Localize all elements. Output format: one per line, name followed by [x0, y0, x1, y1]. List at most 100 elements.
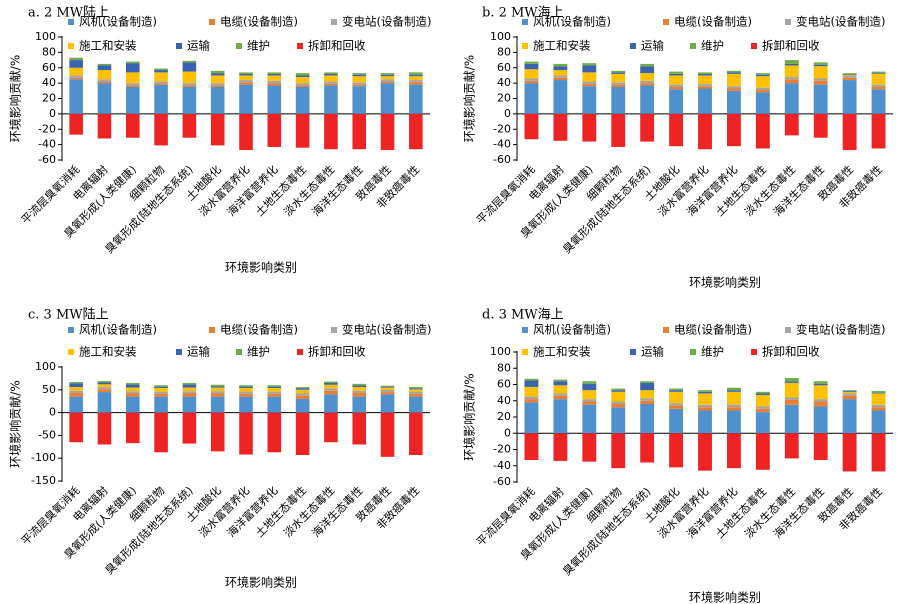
bar-cable — [784, 399, 799, 405]
legend-item-wind: 风机(设备制造) — [522, 15, 611, 29]
bar-construction — [582, 390, 597, 400]
bar-substation — [295, 83, 310, 86]
bar-cable — [352, 84, 367, 87]
legend-item-maintenance: 维护 — [690, 39, 724, 53]
bar-decommission — [125, 113, 140, 138]
bar-maintenance — [698, 72, 712, 74]
bar-substation — [582, 399, 597, 402]
bar-decommission — [813, 433, 828, 461]
legend-label: 变电站(设备制造) — [342, 323, 431, 337]
bar-cable — [154, 83, 168, 85]
bar-substation — [669, 84, 684, 87]
legend-label: 电缆(设备制造) — [674, 15, 752, 29]
legend-item-cable: 电缆(设备制造) — [209, 323, 298, 337]
legend-item-construction: 施工和安装 — [68, 345, 137, 359]
bar-maintenance — [813, 62, 828, 65]
bar-substation — [726, 86, 741, 89]
bar-transport — [784, 63, 799, 66]
bar-transport — [582, 65, 597, 73]
bar-construction — [239, 387, 253, 392]
y-tick-label: -40 — [493, 459, 511, 472]
bar-construction — [182, 387, 197, 392]
bar-decommission — [553, 113, 568, 141]
y-tick-label: 0 — [504, 107, 511, 120]
bar-decommission — [409, 113, 423, 150]
legend-label: 拆卸和回收 — [762, 39, 820, 53]
bar-cable — [611, 84, 626, 87]
legend-item-construction: 施工和安装 — [522, 345, 591, 359]
bar-transport — [97, 382, 112, 385]
bar-cable — [726, 88, 741, 91]
legend-label: 维护 — [701, 39, 724, 53]
bar-wind — [524, 402, 539, 434]
bar-construction — [813, 385, 828, 400]
legend-label: 拆卸和回收 — [308, 39, 366, 53]
legend-label: 运输 — [641, 345, 664, 359]
bar-wind — [611, 407, 626, 434]
legend-item-maintenance: 维护 — [236, 345, 270, 359]
legend-swatch — [68, 43, 74, 49]
bar-transport — [380, 74, 395, 77]
bar-transport — [409, 388, 423, 390]
bar-substation — [755, 406, 770, 409]
bar-wind — [640, 85, 655, 114]
bar-maintenance — [726, 387, 741, 391]
legend-label: 运输 — [187, 345, 210, 359]
y-axis-label: 环境影响贡献/% — [462, 373, 477, 460]
bar-substation — [611, 82, 626, 85]
bar-construction — [154, 387, 168, 392]
bar-transport — [813, 64, 828, 67]
bar-substation — [154, 391, 168, 394]
bar-transport — [239, 386, 253, 388]
bar-wind — [324, 85, 338, 114]
bar-construction — [871, 393, 886, 405]
bar-decommission — [726, 433, 741, 469]
bar-transport — [640, 66, 655, 74]
bar-construction — [352, 76, 367, 83]
bar-transport — [182, 384, 197, 388]
bar-decommission — [582, 433, 597, 462]
bar-cable — [784, 79, 799, 84]
legend-swatch — [236, 43, 242, 49]
bar-decommission — [267, 412, 282, 453]
bar-substation — [210, 83, 225, 86]
bar-construction — [182, 71, 197, 84]
legend-swatch — [663, 327, 669, 333]
bar-maintenance — [380, 385, 395, 387]
bar-substation — [154, 81, 168, 84]
bar-wind — [842, 80, 857, 114]
legend-swatch — [522, 43, 528, 49]
legend-swatch — [785, 19, 791, 25]
legend-swatch — [68, 19, 74, 25]
bar-substation — [553, 393, 568, 396]
legend-item-maintenance: 维护 — [690, 345, 724, 359]
bar-maintenance — [755, 391, 770, 394]
x-axis-label: 环境影响类别 — [689, 590, 761, 604]
legend-item-decommission: 拆卸和回收 — [297, 345, 366, 359]
legend-label: 运输 — [641, 39, 664, 53]
y-tick-label: -50 — [38, 428, 56, 441]
legend-item-cable: 电缆(设备制造) — [209, 15, 298, 29]
legend-item-maintenance: 维护 — [236, 39, 270, 53]
bar-decommission — [154, 412, 168, 453]
bar-wind — [871, 410, 886, 434]
bar-cable — [409, 82, 423, 85]
legend-item-substation: 变电站(设备制造) — [785, 323, 885, 337]
y-tick-label: -60 — [493, 475, 511, 488]
legend-swatch — [663, 19, 669, 25]
bar-wind — [784, 404, 799, 434]
bar-construction — [611, 73, 626, 83]
bar-wind — [210, 396, 225, 413]
bar-cable — [69, 77, 83, 80]
legend: 风机(设备制造) 电缆(设备制造) 变电站(设备制造) 施工和安装 运输 维护 拆卸和回收 — [68, 15, 431, 53]
bar-cable — [182, 393, 197, 397]
bar-decommission — [239, 113, 253, 151]
bar-cable — [726, 407, 741, 411]
y-tick-label: 40 — [42, 76, 56, 89]
bar-construction — [669, 391, 684, 404]
legend-item-transport: 运输 — [630, 345, 664, 359]
bar-substation — [409, 80, 423, 83]
bar-cable — [553, 395, 568, 400]
legend-item-construction: 施工和安装 — [522, 39, 591, 53]
